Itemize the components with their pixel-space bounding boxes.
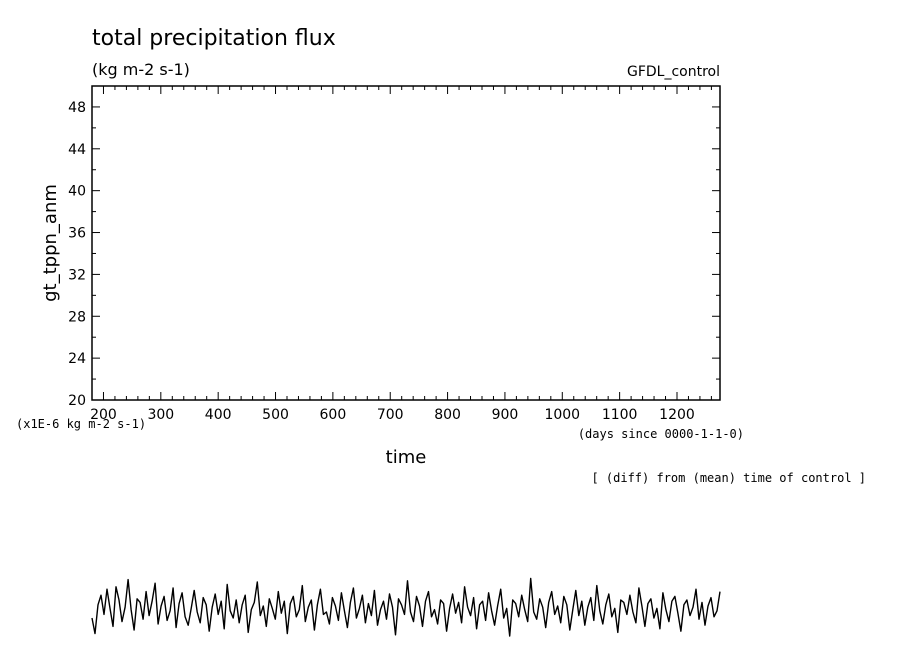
scale-note: (x1E-6 kg m-2 s-1) [16,417,146,431]
x-tick-label: 800 [434,407,461,423]
x-tick-label: 1000 [544,407,580,423]
x-tick-label: 700 [377,407,404,423]
y-tick-label: 40 [68,184,86,200]
time-units-note: (days since 0000-1-1-0) [578,427,744,441]
plot-frame [91,85,721,401]
y-tick-label: 44 [68,142,86,158]
dataset-label: GFDL_control [627,64,720,80]
y-tick-label: 36 [68,226,86,242]
y-tick-label: 28 [68,309,86,325]
series-line [91,577,721,637]
x-axis-label: time [386,447,427,468]
x-tick-label: 500 [262,407,289,423]
series-group [91,577,721,637]
x-tick-label: 600 [320,407,347,423]
x-tick-label: 300 [147,407,174,423]
x-tick-label: 1100 [602,407,638,423]
y-tick-label: 48 [68,100,86,116]
x-axis: 200 300 400 500 600 700 800 900 1000 1100 1200 [90,86,712,423]
x-tick-label: 1200 [659,407,695,423]
units-label: (kg m-2 s-1) [92,60,190,79]
y-axis: 20 24 28 32 36 40 44 48 [68,85,720,409]
y-tick-label: 24 [68,351,86,367]
footer-note: [ (diff) from (mean) time of control ] [591,471,866,485]
chart-title: total precipitation flux [92,26,336,51]
y-axis-label: gt_tppn_anm [40,184,61,302]
x-tick-label: 900 [492,407,519,423]
x-tick-label: 200 [90,407,117,423]
y-tick-label: 20 [68,393,86,409]
y-tick-label: 32 [68,267,86,283]
x-tick-label: 400 [205,407,232,423]
